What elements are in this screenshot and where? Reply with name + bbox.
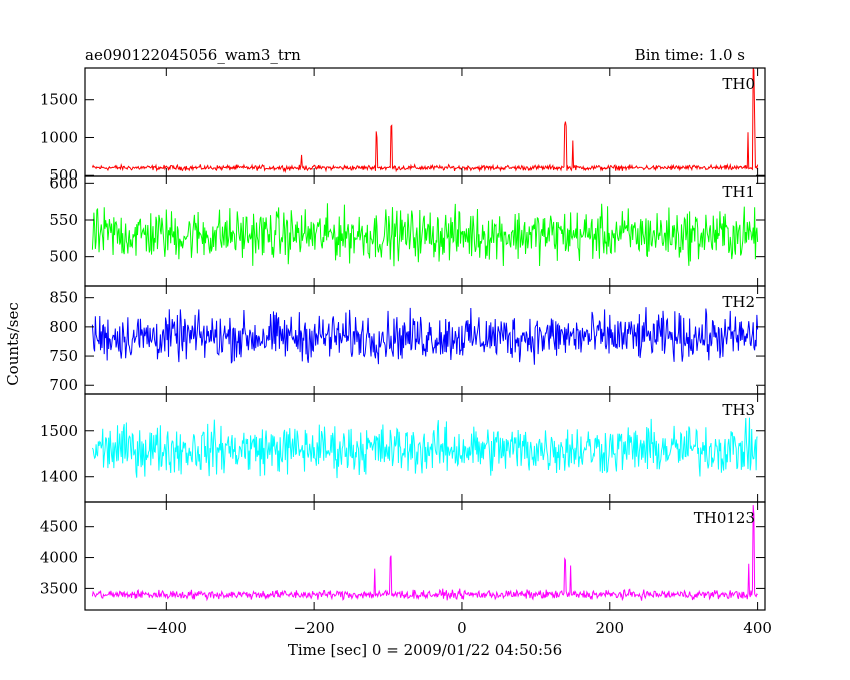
series-line-th2: [91, 307, 759, 365]
y-tick-label: 850: [49, 289, 78, 307]
panel-label-th2: TH2: [722, 293, 755, 311]
panel-label-th1: TH1: [722, 183, 755, 201]
panel-frame: [84, 501, 766, 611]
y-tick-label: 500: [49, 166, 78, 184]
y-tick-label: 500: [49, 248, 78, 266]
x-axis: −400 −200 0 200 400: [146, 619, 772, 637]
x-tick-label: −200: [294, 619, 335, 637]
y-tick-label: 750: [49, 347, 78, 365]
panel-label-th3: TH3: [722, 401, 755, 419]
chart-title: ae090122045056_wam3_trn: [85, 46, 301, 64]
y-tick-label: 1000: [40, 128, 78, 146]
y-tick-label: 700: [49, 376, 78, 394]
y-tick-label: 1400: [40, 468, 78, 486]
y-tick-label: 1500: [40, 91, 78, 109]
y-tick-label: 550: [49, 211, 78, 229]
series-line-th1: [91, 203, 759, 267]
panel-th2: 700 750 800 850 TH2: [49, 285, 766, 395]
y-tick-label: 600: [49, 174, 78, 192]
y-tick-label: 1500: [40, 422, 78, 440]
panel-th0123: 3500 4000 4500 TH0123: [40, 501, 766, 611]
x-axis-label: Time [sec] 0 = 2009/01/22 04:50:56: [288, 641, 562, 659]
y-tick-label: 4500: [40, 518, 78, 536]
panel-th1: 500 550 600 TH1: [49, 174, 766, 287]
series-line-th0123: [91, 505, 758, 602]
panels: 500 1000 1500 TH0 500 550 600 TH1 700 750 800 850 TH…: [40, 67, 766, 611]
x-tick-label: −400: [146, 619, 187, 637]
panel-label-th0123: TH0123: [694, 509, 755, 527]
y-tick-label: 3500: [40, 579, 78, 597]
series-line-th3: [91, 417, 758, 479]
panel-label-th0: TH0: [722, 75, 755, 93]
x-tick-label: 200: [595, 619, 624, 637]
x-tick-label: 400: [743, 619, 772, 637]
panel-frame: [84, 67, 766, 177]
x-tick-label: 0: [457, 619, 467, 637]
y-axis-label: Counts/sec: [4, 302, 22, 386]
series-line-th0: [91, 68, 759, 174]
panel-th3: 1400 1500 TH3: [40, 393, 766, 503]
bin-time-label: Bin time: 1.0 s: [635, 46, 745, 64]
y-tick-label: 4000: [40, 549, 78, 567]
y-tick-label: 800: [49, 318, 78, 336]
panel-th0: 500 1000 1500 TH0: [40, 67, 766, 184]
